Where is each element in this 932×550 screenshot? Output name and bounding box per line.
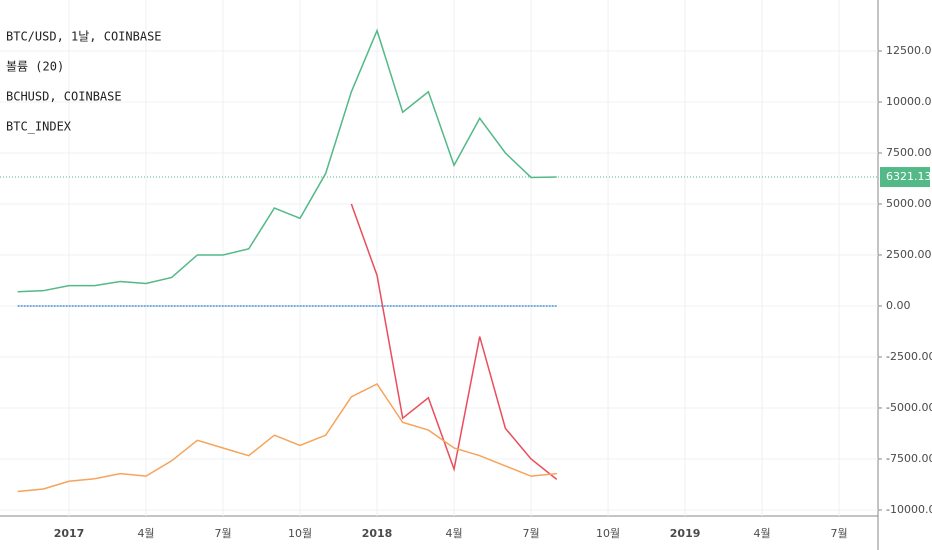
y-tick-label: -5000.00 (886, 401, 932, 414)
x-tick-label: 2017 (54, 527, 85, 540)
x-tick-label: 10월 (596, 527, 620, 540)
x-tick-label: 7월 (831, 527, 848, 540)
legend: BTC/USD, 1날, COINBASE 볼륨 (20) BCHUSD, CO… (6, 30, 162, 134)
last-price-box (880, 167, 930, 188)
y-tick-label: -7500.00 (886, 452, 932, 465)
x-tick-label: 2019 (670, 527, 701, 540)
last-price-label: 6321.13 (886, 170, 932, 183)
series-line (17, 28, 557, 293)
y-tick-label: 2500.00 (886, 248, 932, 261)
y-tick-label: 5000.00 (886, 197, 932, 210)
x-tick-label: 4월 (754, 527, 771, 540)
x-tick-label: 2018 (362, 527, 393, 540)
y-tick-label: 0.00 (886, 299, 911, 312)
x-tick-label: 4월 (445, 527, 462, 540)
legend-item: BCHUSD, COINBASE (6, 90, 122, 104)
legend-item: 볼륨 (20) (6, 60, 64, 74)
x-tick-label: 7월 (522, 527, 539, 540)
x-tick-label: 7월 (214, 527, 231, 540)
legend-item: BTC_INDEX (6, 120, 72, 134)
y-tick-label: 12500.00 (886, 44, 932, 57)
legend-item: BTC/USD, 1날, COINBASE (6, 30, 162, 44)
x-tick-label: 4월 (137, 527, 154, 540)
y-tick-label: -10000.00 (886, 503, 932, 516)
series-line (350, 203, 558, 480)
x-tick-label: 10월 (288, 527, 312, 540)
y-tick-label: 7500.00 (886, 146, 932, 159)
series-line (17, 383, 557, 493)
y-tick-label: 10000.00 (886, 95, 932, 108)
y-tick-label: -2500.00 (886, 350, 932, 363)
